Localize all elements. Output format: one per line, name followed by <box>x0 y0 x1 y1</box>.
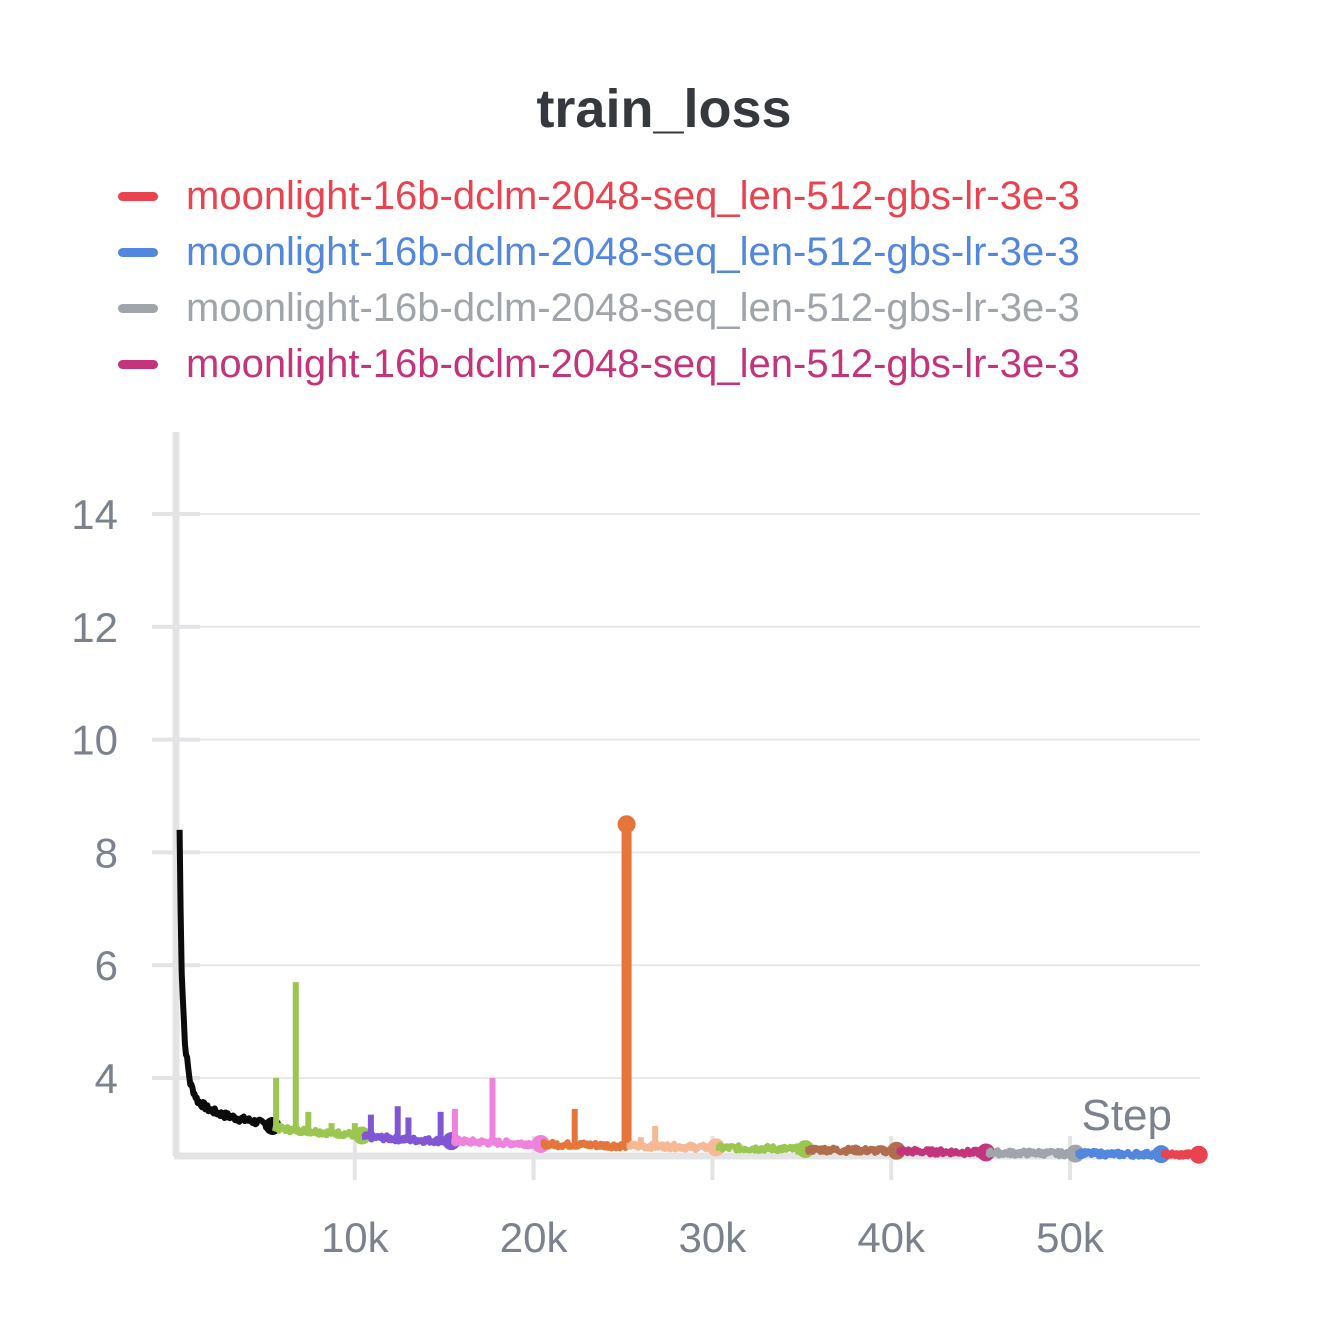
legend-item[interactable]: moonlight-16b-dclm-2048-seq_len-512-gbs-… <box>118 336 1080 392</box>
x-tick-label: 30k <box>679 1214 748 1261</box>
y-tick-label: 14 <box>71 491 118 538</box>
legend-label: moonlight-16b-dclm-2048-seq_len-512-gbs-… <box>186 285 1080 330</box>
series-end-marker[interactable] <box>617 815 636 834</box>
y-tick-label: 4 <box>95 1055 118 1102</box>
legend-label: moonlight-16b-dclm-2048-seq_len-512-gbs-… <box>186 229 1080 274</box>
legend: moonlight-16b-dclm-2048-seq_len-512-gbs-… <box>118 168 1080 392</box>
chart-title: train_loss <box>536 79 792 139</box>
series-segment-11 <box>1073 1145 1171 1164</box>
series-segment-10 <box>984 1144 1085 1163</box>
legend-swatch-icon <box>118 303 158 313</box>
legend-item[interactable]: moonlight-16b-dclm-2048-seq_len-512-gbs-… <box>118 280 1080 336</box>
legend-item[interactable]: moonlight-16b-dclm-2048-seq_len-512-gbs-… <box>118 168 1080 224</box>
x-tick-label: 50k <box>1036 1214 1105 1261</box>
legend-item[interactable]: moonlight-16b-dclm-2048-seq_len-512-gbs-… <box>118 224 1080 280</box>
series-lines <box>176 815 1208 1164</box>
series-end-marker[interactable] <box>1189 1145 1208 1164</box>
series-segment-1 <box>176 829 282 1135</box>
legend-label: moonlight-16b-dclm-2048-seq_len-512-gbs-… <box>186 173 1080 218</box>
y-tick-label: 8 <box>95 829 118 876</box>
series-segment-4 <box>449 1078 550 1153</box>
series-segment-12 <box>1159 1145 1208 1164</box>
x-tick-label: 10k <box>321 1214 390 1261</box>
series-segment-3 <box>360 1106 461 1151</box>
x-tick-label: 20k <box>500 1214 569 1261</box>
x-axis-title: Step <box>1081 1091 1172 1140</box>
series-segment-5 <box>538 815 636 1152</box>
series-segment-6 <box>624 1125 725 1157</box>
y-tick-label: 12 <box>71 604 118 651</box>
legend-swatch-icon <box>118 191 158 201</box>
legend-label: moonlight-16b-dclm-2048-seq_len-512-gbs-… <box>186 341 1080 386</box>
gridlines <box>152 512 1200 1080</box>
legend-swatch-icon <box>118 359 158 369</box>
y-axis-ticks: 4 6 8 10 12 14 <box>71 491 118 1102</box>
y-tick-label: 6 <box>95 942 118 989</box>
x-tick-label: 40k <box>857 1214 926 1261</box>
axes <box>172 432 1200 1160</box>
series-segment-2 <box>270 982 371 1145</box>
y-tick-label: 10 <box>71 717 118 764</box>
legend-swatch-icon <box>118 247 158 257</box>
